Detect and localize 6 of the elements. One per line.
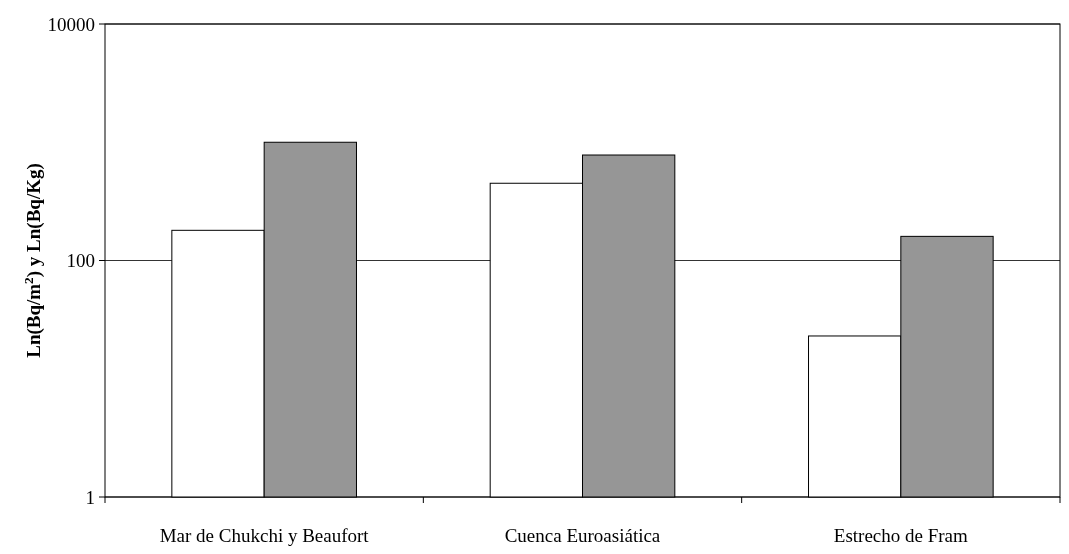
y-tick-label: 100 [66,250,95,272]
y-tick-label: 10000 [47,13,95,35]
x-tick-label: Cuenca Euroasiática [504,525,661,546]
x-tick-label: Mar de Chukchi y Beaufort [159,525,370,546]
y-tick-label: 1 [85,486,95,508]
x-tick-label: Estrecho de Fram [833,525,969,546]
